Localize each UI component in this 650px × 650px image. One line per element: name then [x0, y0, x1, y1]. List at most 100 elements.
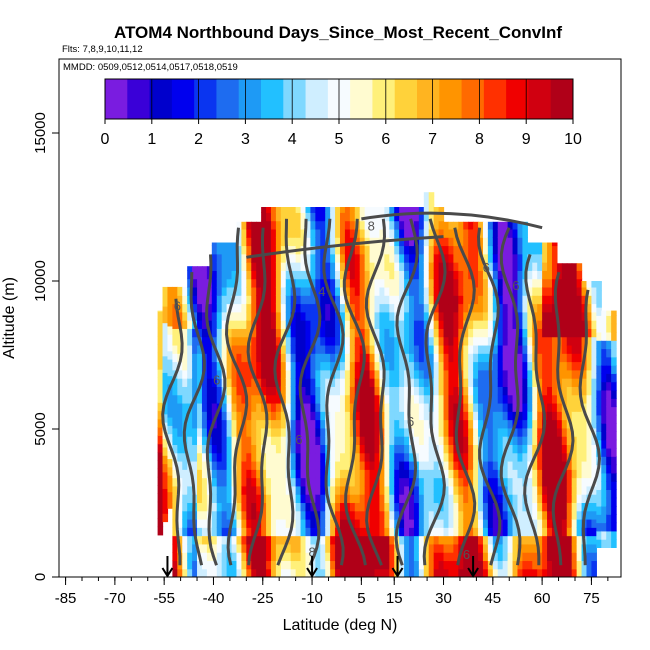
heatmap-cell [241, 394, 247, 404]
heatmap-cell [270, 527, 277, 537]
heatmap-cell [320, 278, 326, 288]
heatmap-cell [211, 353, 218, 363]
heatmap-cell [591, 361, 597, 371]
heatmap-cell [310, 303, 316, 313]
heatmap-cell [478, 295, 484, 305]
heatmap-cell [517, 394, 523, 404]
heatmap-cell [335, 502, 341, 512]
heatmap-cell [478, 344, 484, 354]
heatmap-cell [606, 472, 612, 482]
heatmap-cell [300, 427, 307, 437]
heatmap-cell [261, 510, 267, 520]
heatmap-cell [571, 369, 578, 379]
heatmap-cell [270, 568, 277, 577]
heatmap-cell [404, 270, 410, 280]
heatmap-cell [167, 400, 173, 410]
heatmap-cell [211, 242, 218, 247]
heatmap-cell [438, 444, 445, 454]
heatmap-cell [487, 543, 494, 553]
heatmap-cell [349, 419, 356, 429]
heatmap-cell [418, 386, 425, 396]
heatmap-cell [399, 427, 405, 437]
heatmap-cell [517, 427, 523, 437]
heatmap-cell [261, 320, 267, 329]
heatmap-cell [433, 427, 440, 437]
heatmap-cell [310, 237, 316, 247]
heatmap-cell [349, 485, 356, 495]
heatmap-cell [453, 221, 459, 230]
heatmap-cell [389, 220, 395, 230]
heatmap-cell [522, 402, 528, 412]
heatmap-cell [399, 237, 405, 247]
heatmap-cell [576, 344, 583, 354]
heatmap-cell [448, 518, 454, 528]
heatmap-cell [571, 485, 578, 495]
heatmap-cell [300, 527, 307, 537]
heatmap-cell [226, 411, 233, 421]
heatmap-cell [473, 378, 479, 387]
heatmap-cell [275, 436, 282, 445]
heatmap-cell [236, 535, 242, 545]
heatmap-cell [384, 411, 390, 421]
heatmap-cell [463, 228, 469, 238]
heatmap-cell [305, 336, 312, 346]
heatmap-cell [418, 262, 425, 271]
heatmap-cell [344, 245, 351, 255]
heatmap-cell [226, 494, 233, 504]
heatmap-cell [423, 378, 430, 387]
heatmap-cell [428, 527, 435, 537]
heatmap-cell [517, 444, 523, 454]
heatmap-cell [502, 353, 509, 363]
heatmap-cell [478, 419, 484, 429]
heatmap-cell [201, 378, 208, 387]
heatmap-cell [453, 411, 459, 421]
heatmap-cell [295, 262, 302, 271]
heatmap-cell [389, 394, 395, 404]
heatmap-cell [285, 270, 292, 280]
heatmap-cell [423, 228, 430, 238]
heatmap-cell [542, 262, 548, 271]
heatmap-cell [236, 311, 242, 321]
colorbar-segment [506, 79, 529, 119]
heatmap-cell [251, 344, 257, 354]
heatmap-cell [295, 494, 302, 504]
heatmap-cell [384, 527, 390, 537]
heatmap-cell [507, 278, 514, 288]
colorbar-segment [261, 79, 284, 119]
heatmap-cell [320, 369, 326, 379]
heatmap-cell [482, 427, 489, 437]
heatmap-cell [576, 286, 583, 296]
heatmap-cell [354, 378, 361, 387]
heatmap-cell [359, 394, 366, 404]
heatmap-cell [433, 245, 440, 255]
heatmap-cell [330, 552, 336, 562]
heatmap-cell [330, 535, 336, 545]
heatmap-cell [295, 419, 302, 429]
heatmap-cell [197, 543, 203, 553]
heatmap-cell [428, 253, 435, 263]
heatmap-cell [310, 402, 316, 412]
heatmap-cell [502, 394, 509, 404]
heatmap-cell [473, 386, 479, 396]
heatmap-cell [261, 220, 267, 230]
heatmap-cell [551, 560, 558, 570]
colorbar-tick-label: 8 [475, 131, 484, 148]
heatmap-cell [468, 320, 474, 329]
heatmap-cell [197, 527, 203, 537]
heatmap-cell [532, 295, 538, 305]
heatmap-cell [507, 353, 514, 363]
heatmap-cell [384, 518, 390, 528]
heatmap-cell [344, 502, 351, 512]
heatmap-cell [172, 303, 178, 313]
heatmap-cell [270, 510, 277, 520]
colorbar-segment [461, 79, 485, 119]
heatmap-cell [340, 237, 346, 247]
heatmap-cell [320, 378, 326, 387]
heatmap-cell [251, 311, 257, 321]
heatmap-cell [611, 356, 617, 366]
heatmap-cell [246, 320, 252, 329]
heatmap-cell [300, 394, 307, 404]
heatmap-cell [433, 436, 440, 445]
heatmap-cell [182, 303, 188, 313]
heatmap-cell [256, 221, 262, 230]
